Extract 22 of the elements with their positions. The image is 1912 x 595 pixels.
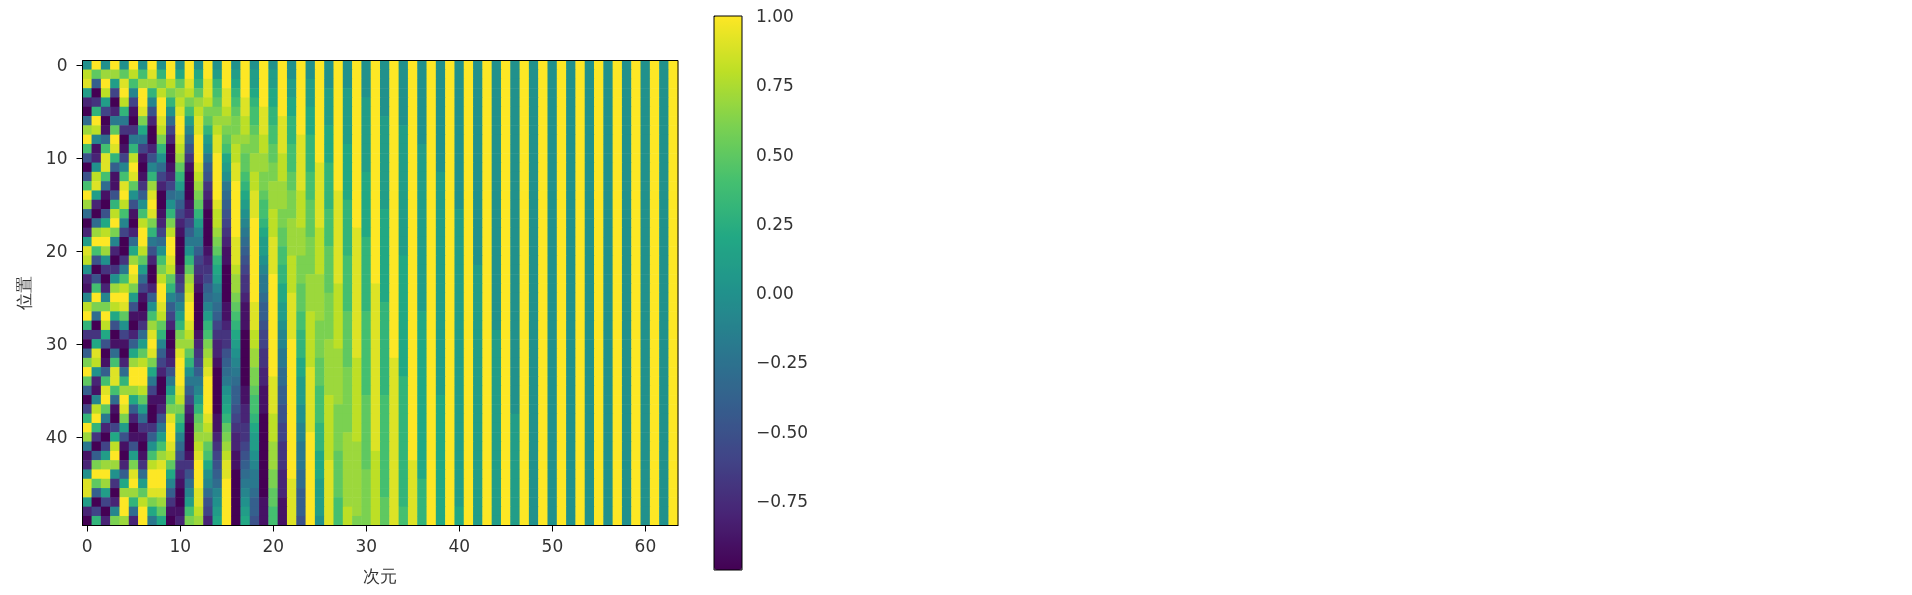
x-tick-label: 0 bbox=[81, 536, 93, 556]
y-tick-label: 0 bbox=[56, 55, 68, 76]
y-tick-label: 40 bbox=[45, 427, 68, 448]
y-tick-label: 10 bbox=[45, 148, 68, 169]
x-tick-label: 40 bbox=[448, 536, 471, 556]
x-axis-title: 次元 bbox=[363, 566, 398, 586]
color-bar-label: −0.75 bbox=[756, 490, 809, 511]
color-bar-label: 1.00 bbox=[756, 6, 794, 26]
color-bar-label: 0.25 bbox=[756, 213, 794, 234]
x-tick-label: 50 bbox=[541, 536, 564, 556]
y-tick-label: 20 bbox=[45, 241, 68, 262]
x-tick-label: 60 bbox=[634, 536, 657, 556]
color-bar-label: 0.50 bbox=[756, 144, 794, 165]
x-tick-label: 30 bbox=[355, 536, 378, 556]
x-tick-label: 10 bbox=[169, 536, 192, 556]
x-tick-label: 20 bbox=[262, 536, 285, 556]
color-bar-label: 0.75 bbox=[756, 75, 794, 96]
y-axis-title: 位置 bbox=[14, 276, 34, 310]
y-tick-label: 30 bbox=[45, 334, 68, 355]
color-bar-label: 0.00 bbox=[756, 283, 794, 303]
color-bar-label: −0.25 bbox=[756, 352, 809, 373]
color-bar-label: −0.50 bbox=[756, 421, 809, 442]
